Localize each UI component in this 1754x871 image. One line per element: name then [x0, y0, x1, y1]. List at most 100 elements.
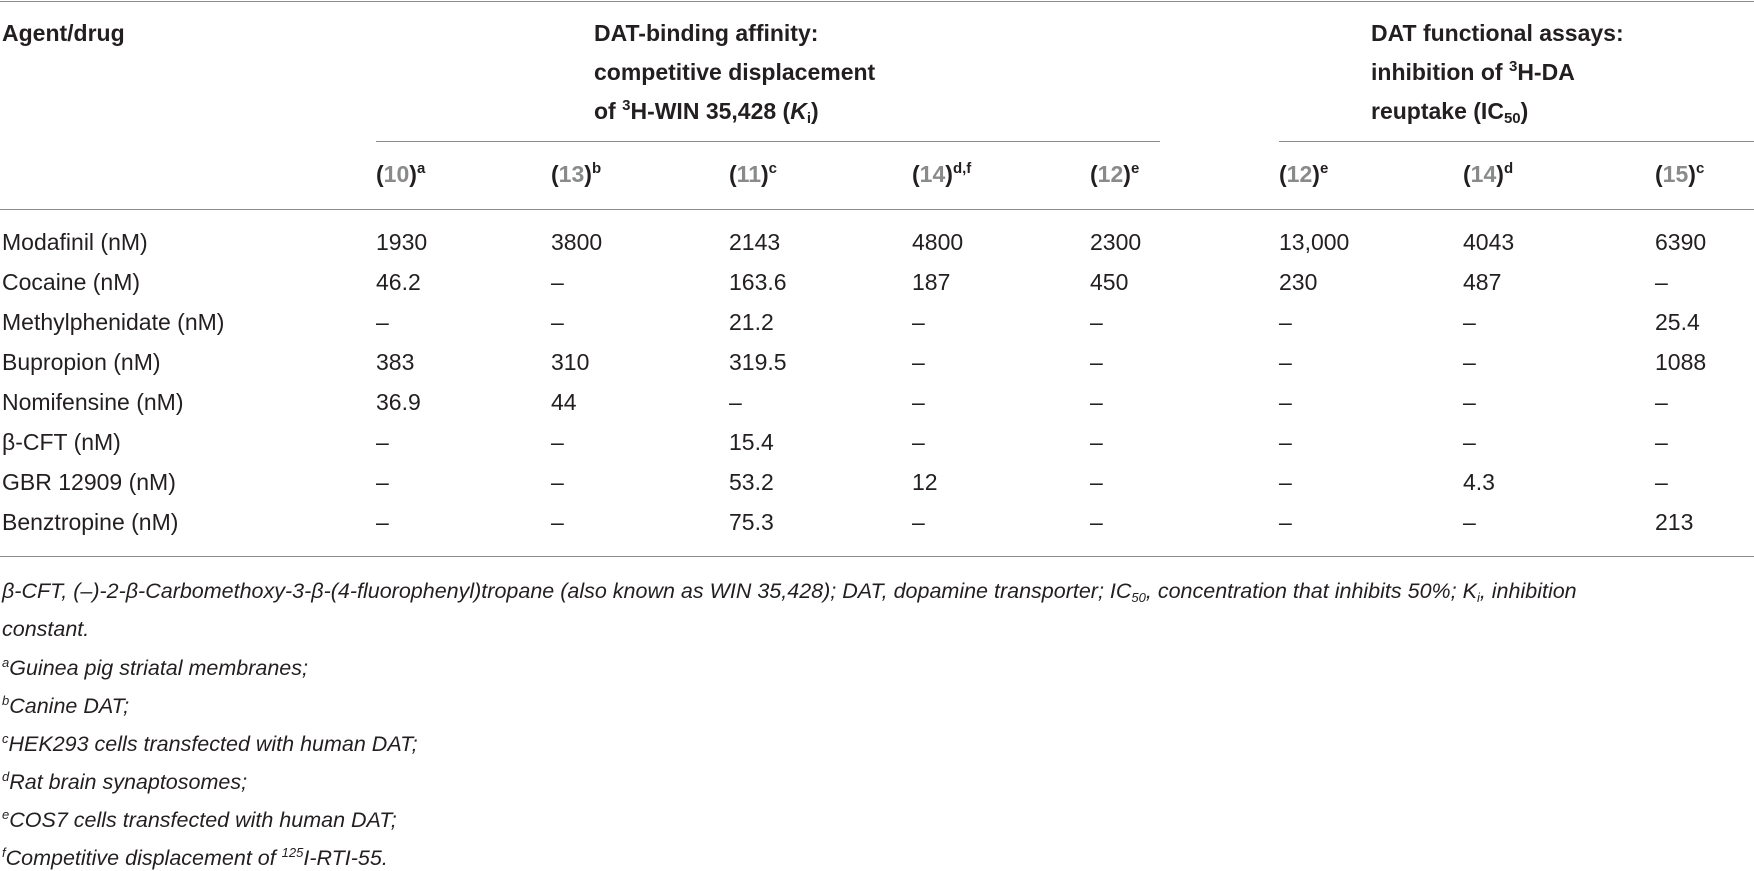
table-cell: – [551, 269, 564, 295]
column-header-note: e [1130, 160, 1140, 177]
column-header-paren: ) [1496, 161, 1504, 187]
column-header-note: a [416, 160, 426, 177]
footnote-b: bCanine DAT; [2, 693, 129, 718]
column-header: (13)b [551, 161, 601, 187]
table-cell: – [551, 469, 564, 495]
column-header-ref: 12 [1286, 161, 1313, 187]
table-cell: – [1463, 429, 1476, 455]
table-cell: 13,000 [1279, 229, 1350, 255]
table-cell: 4.3 [1463, 469, 1495, 495]
column-header-paren: ( [376, 161, 384, 187]
column-header-paren: ) [1312, 161, 1320, 187]
column-header: (10)a [376, 160, 426, 187]
column-header-note: c [768, 160, 778, 177]
table-cell: – [912, 349, 925, 375]
header-bottom-rule [0, 209, 1754, 210]
group2-header-line3: reuptake (IC50) [1371, 98, 1529, 127]
column-header-paren: ) [584, 161, 592, 187]
footnote-a: aGuinea pig striatal membranes; [2, 655, 308, 680]
group1-header-line2: competitive displacement [594, 59, 876, 85]
table-cell: – [1090, 349, 1103, 375]
table-cell: – [1279, 309, 1292, 335]
table-cell: 53.2 [729, 469, 774, 495]
group2-header-line1: DAT functional assays: [1371, 20, 1624, 46]
column-header-note: e [1319, 160, 1329, 177]
table-cell: – [912, 309, 925, 335]
table-cell: 230 [1279, 269, 1318, 295]
table-cell: – [551, 509, 564, 535]
column-header: (11)c [729, 160, 778, 187]
column-header-ref: 10 [383, 161, 410, 187]
table-cell: 75.3 [729, 509, 774, 535]
table-cell: 15.4 [729, 429, 774, 455]
column-header-paren: ( [912, 161, 920, 187]
table-cell: – [1279, 349, 1292, 375]
footnote-mark: d [2, 769, 10, 784]
table-cell: – [1463, 509, 1476, 535]
table-cell: – [1279, 509, 1292, 535]
footnote-mark: e [2, 807, 10, 822]
table-cell: – [1279, 469, 1292, 495]
group1-header-line3: of 3H-WIN 35,428 (Ki) [594, 97, 819, 127]
footnote-text: Competitive displacement of [5, 846, 282, 870]
footnote-mark: b [2, 693, 10, 708]
column-header-paren: ) [409, 161, 417, 187]
footnote-mark: c [2, 731, 9, 746]
column-header: (12)e [1090, 160, 1140, 187]
table-cell: 3800 [551, 229, 603, 255]
table-cell: – [1655, 389, 1668, 415]
table-cell: – [376, 429, 389, 455]
column-header-paren: ) [945, 161, 953, 187]
footnote-text: COS7 cells transfected with human DAT; [9, 808, 397, 832]
footnote-abbreviations-line2: constant. [2, 617, 90, 641]
table-cell: – [1090, 389, 1103, 415]
footnote-mark: a [2, 655, 10, 670]
column-header-ref: 11 [736, 161, 761, 187]
column-header-ref: 13 [558, 161, 585, 187]
group2-header-line2: inhibition of 3H-DA [1371, 58, 1575, 85]
footnote-c: cHEK293 cells transfected with human DAT… [2, 731, 418, 756]
column-header: (14)d [1463, 160, 1514, 187]
column-header-note: d [1503, 160, 1514, 177]
table-cell: 36.9 [376, 389, 421, 415]
table-cell: – [1279, 389, 1292, 415]
table-cell: – [551, 309, 564, 335]
table-cell: 319.5 [729, 349, 787, 375]
footnote-text: I-RTI-55. [303, 846, 388, 870]
table-cell: 21.2 [729, 309, 774, 335]
column-header-paren: ( [1090, 161, 1098, 187]
table-cell: 4043 [1463, 229, 1515, 255]
column-header-paren: ( [1463, 161, 1471, 187]
column-header-ref: 12 [1097, 161, 1124, 187]
table-cell: 46.2 [376, 269, 421, 295]
column-header-note: c [1695, 160, 1705, 177]
footnote-d: dRat brain synaptosomes; [2, 769, 248, 794]
table-bottom-rule [0, 556, 1754, 557]
table-cell: – [1463, 349, 1476, 375]
table-cell: – [1655, 269, 1668, 295]
row-label: Methylphenidate (nM) [2, 309, 225, 335]
top-rule [0, 1, 1754, 2]
agent-drug-header: Agent/drug [2, 20, 125, 46]
column-header-ref: 14 [919, 161, 946, 187]
column-header: (14)d,f [912, 161, 971, 187]
table-cell: – [912, 509, 925, 535]
table-cell: – [1090, 509, 1103, 535]
table-cell: – [376, 309, 389, 335]
column-header-paren: ) [761, 161, 769, 187]
table-cell: – [1463, 389, 1476, 415]
table-cell: 450 [1090, 269, 1129, 295]
column-header-paren: ( [551, 161, 559, 187]
table-cell: – [551, 429, 564, 455]
column-header-paren: ( [729, 161, 737, 187]
table-cell: 487 [1463, 269, 1502, 295]
table-cell: – [1090, 309, 1103, 335]
table-cell: 2143 [729, 229, 781, 255]
footnote-text: Rat brain synaptosomes; [9, 770, 248, 794]
table-cell: 163.6 [729, 269, 787, 295]
footnote-f: fCompetitive displacement of 125I-RTI-55… [2, 846, 388, 870]
table-cell: 1930 [376, 229, 428, 255]
table-cell: – [376, 469, 389, 495]
table-cell: 310 [551, 349, 590, 375]
row-label: Bupropion (nM) [2, 349, 161, 375]
